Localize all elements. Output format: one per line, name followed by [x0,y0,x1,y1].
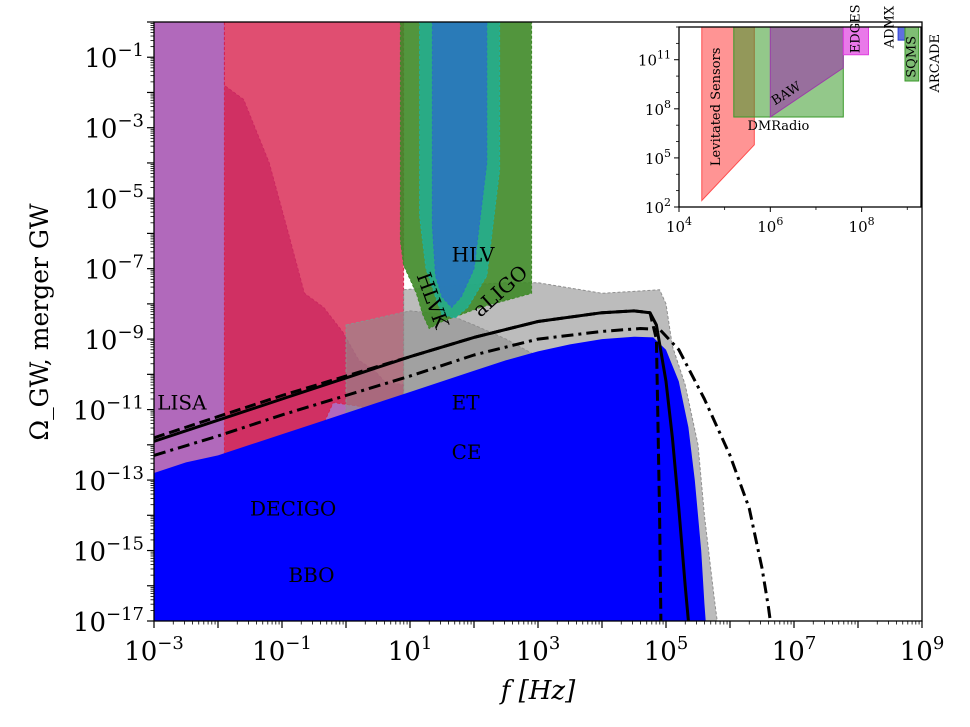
label-ce: CE [452,440,482,464]
inset-y-tick-label: 105 [645,147,671,168]
x-tick-label: 103 [516,633,561,667]
label-decigo: DECIGO [250,496,336,520]
inset-x-tick-label: 106 [757,215,783,236]
inset-label-levitated-sensors: Levitated Sensors [709,48,724,167]
signal-lines [154,309,772,621]
inset-experiments [701,27,920,202]
y-tick-label: 10−13 [73,463,144,497]
y-tick-label: 10−5 [84,181,144,215]
y-tick-label: 10−3 [84,111,144,145]
y-tick-label: 10−17 [73,604,144,638]
main-axis-ticks: 10−3 10−1 101 103 105 107 109 10−1 10−3 10−5 10−7 1… [73,21,945,667]
label-lisa: LISA [157,391,207,415]
inset-x-tick-label: 108 [849,215,875,236]
y-tick-label: 10−1 [84,40,144,74]
x-tick-label: 107 [772,633,817,667]
inset-y-tick-label: 102 [645,196,671,217]
inset-label-edges: EDGES [848,4,863,53]
series-dash-dot [154,327,772,621]
x-axis-label: f [Hz] [499,676,576,706]
region-hlv [431,22,488,309]
y-tick-label: 10−15 [73,534,144,568]
inset-y-tick-label: 1011 [638,49,671,70]
signal-fill [154,336,706,621]
inset-x-tick-label: 104 [666,215,692,236]
inset-label-sqms: SQMS [904,36,919,78]
x-tick-label: 101 [388,633,433,667]
inset-label-dmradio: DMRadio [747,119,809,134]
y-tick-label: 10−7 [84,252,144,286]
x-tick-label: 105 [644,633,689,667]
inset-frame [678,26,922,208]
experiment-baw [769,27,844,118]
x-tick-label: 10−3 [124,633,184,667]
label-bbo: BBO [288,563,334,587]
inset-y-tick-label: 108 [645,98,671,119]
label-hlv: HLV [452,243,495,267]
y-tick-label: 10−9 [84,322,144,356]
experiment-edges [842,27,869,56]
signal-fill-group [154,336,706,621]
y-axis-label: Ω_GW, merger GW [25,203,54,441]
inset-label-arcade: ARCADE [928,34,943,93]
y-tick-label: 10−11 [73,393,144,427]
x-tick-label: 10−1 [252,633,312,667]
x-tick-label: 109 [900,633,945,667]
label-et: ET [452,391,481,415]
inset-axis-ticks: 104 106 108 102 105 108 1011 [638,26,908,236]
series-dashed [154,309,663,621]
experiment-sqms [904,27,920,82]
